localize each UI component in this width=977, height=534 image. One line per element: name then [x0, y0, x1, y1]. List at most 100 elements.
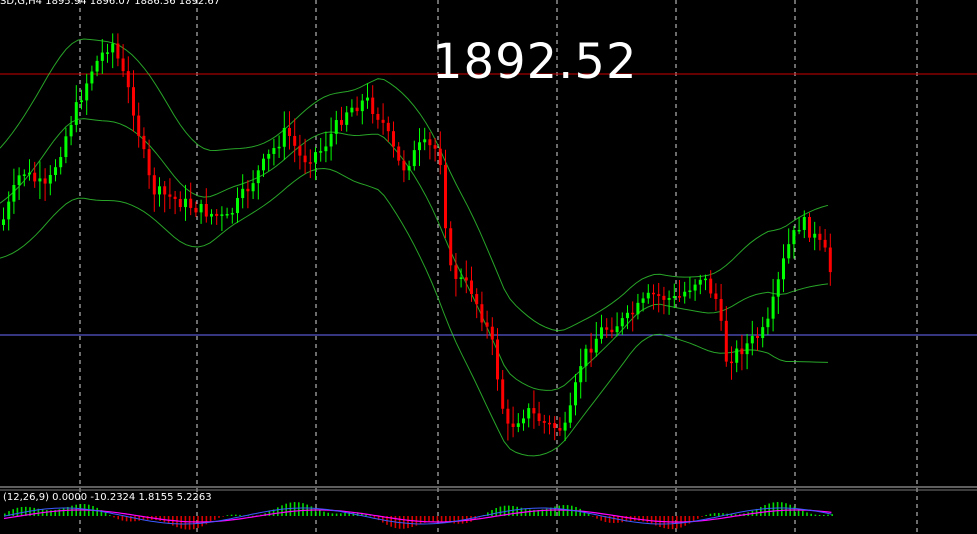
macd-bar	[445, 516, 447, 523]
macd-bar	[117, 516, 119, 520]
macd-bar	[235, 514, 237, 516]
macd-bar	[285, 503, 287, 516]
macd-bar	[541, 509, 544, 516]
candle-body	[527, 408, 531, 419]
candle-body	[90, 71, 94, 84]
macd-bar	[214, 516, 216, 520]
candle-body	[85, 83, 89, 101]
candle-body	[69, 124, 73, 137]
candle-body	[444, 165, 447, 229]
candle-body	[657, 294, 661, 296]
candle-body	[158, 186, 161, 195]
candle-body	[605, 327, 609, 330]
macd-bar	[533, 509, 535, 516]
macd-bar	[818, 514, 821, 516]
candle-body	[433, 145, 437, 149]
candle-body	[730, 361, 733, 364]
candle-body	[542, 421, 546, 423]
candle-body	[636, 302, 640, 315]
candle-body	[173, 196, 177, 200]
candle-body	[324, 146, 328, 152]
candle-body	[574, 382, 577, 406]
candle-body	[340, 120, 343, 125]
candle-body	[366, 97, 369, 101]
macd-indicator-label: (12,26,9) 0.0000 -10.2324 1.8155 5.2263	[3, 492, 212, 503]
macd-bar	[33, 507, 35, 516]
macd-bar	[503, 505, 506, 516]
candle-body	[641, 298, 645, 303]
candle-body	[345, 112, 349, 125]
macd-bar	[310, 506, 313, 516]
candle-body	[54, 167, 57, 176]
macd-bar	[289, 502, 292, 516]
macd-bar	[781, 502, 783, 516]
macd-bar	[382, 516, 384, 523]
macd-bar	[125, 516, 128, 522]
macd-bar	[730, 514, 733, 516]
candle-body	[189, 198, 193, 208]
candle-body	[594, 338, 598, 353]
macd-bar	[377, 516, 380, 521]
macd-bar	[142, 516, 145, 521]
macd-bar	[218, 516, 220, 518]
candle-body	[412, 150, 416, 167]
macd-bar	[550, 507, 552, 516]
macd-bar	[592, 516, 594, 517]
candle-body	[350, 107, 354, 113]
macd-bar	[831, 514, 833, 516]
macd-bar	[361, 512, 363, 516]
macd-bar	[209, 516, 212, 523]
candle-body	[548, 422, 551, 425]
macd-bar	[67, 506, 69, 516]
macd-bar	[121, 516, 124, 521]
candle-body	[563, 422, 567, 431]
macd-bar	[797, 508, 800, 516]
macd-bar	[100, 510, 103, 516]
candle-body	[12, 184, 16, 202]
candle-body	[100, 52, 104, 61]
macd-bar	[335, 513, 338, 516]
macd-bar	[37, 508, 40, 516]
macd-bar	[432, 516, 434, 522]
candle-body	[438, 148, 442, 166]
macd-bar	[613, 516, 615, 524]
macd-bar	[50, 510, 52, 516]
candle-body	[95, 60, 99, 72]
macd-bar	[281, 505, 283, 516]
candle-body	[397, 146, 401, 161]
macd-bar	[642, 516, 644, 522]
candle-body	[178, 199, 182, 208]
macd-bar	[96, 507, 98, 516]
candle-body	[80, 100, 83, 103]
macd-bar	[520, 507, 523, 516]
macd-bar	[428, 516, 430, 522]
candle-body	[152, 175, 156, 195]
candle-body	[709, 278, 713, 294]
candle-body	[506, 408, 510, 424]
candle-body	[485, 322, 489, 327]
candle-body	[792, 230, 796, 245]
macd-bar	[247, 515, 250, 517]
candle-body	[199, 203, 203, 213]
macd-bar	[545, 508, 548, 516]
macd-bar	[499, 506, 502, 516]
macd-bar	[734, 514, 737, 516]
candle-body	[688, 290, 692, 293]
candle-body	[678, 296, 681, 298]
macd-bar	[293, 502, 296, 516]
candle-body	[475, 294, 479, 305]
macd-bar	[159, 516, 161, 521]
candle-body	[28, 172, 31, 175]
macd-bar	[814, 514, 817, 516]
candle-body	[470, 280, 473, 295]
candle-body	[490, 326, 494, 340]
macd-bar	[369, 515, 371, 517]
macd-bar	[104, 512, 107, 516]
macd-bar	[58, 509, 61, 516]
candle-body	[782, 258, 785, 280]
candle-body	[111, 43, 115, 53]
macd-bar	[407, 516, 409, 529]
candle-body	[360, 100, 364, 112]
macd-bar	[62, 508, 65, 516]
